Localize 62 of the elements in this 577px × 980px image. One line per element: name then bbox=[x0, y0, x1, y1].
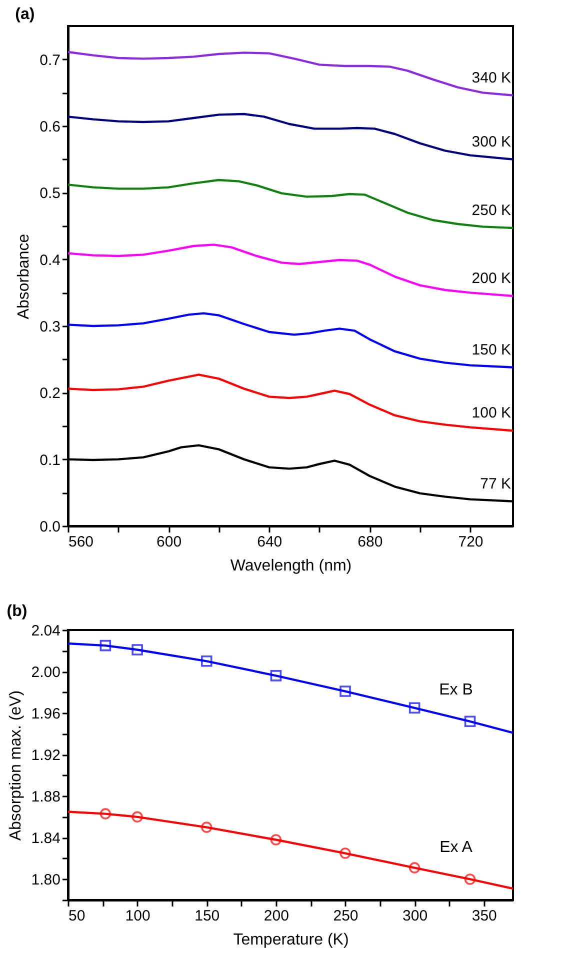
x-tick-label: 200 bbox=[264, 908, 289, 924]
chart-title: (b) bbox=[6, 603, 28, 620]
series-label: 150 K bbox=[472, 341, 511, 358]
series-label: Ex B bbox=[439, 681, 473, 698]
x-tick-label: 250 bbox=[333, 908, 358, 924]
y-tick-label: 1.80 bbox=[31, 872, 60, 889]
line-series bbox=[68, 312, 513, 368]
series-label: 100 K bbox=[472, 404, 511, 422]
y-axis-title: Absorbance bbox=[16, 234, 33, 320]
chart-title: (a) bbox=[15, 6, 35, 23]
line-series bbox=[68, 112, 513, 160]
x-tick-label: 600 bbox=[156, 534, 182, 550]
x-tick-label: 720 bbox=[458, 534, 484, 550]
point bbox=[464, 874, 476, 885]
y-tick-label: 1.88 bbox=[31, 788, 60, 806]
y-tick-label: 2.04 bbox=[31, 622, 60, 640]
x-tick-label: 150 bbox=[194, 908, 220, 924]
x-axis-title: Temperature (K) bbox=[233, 932, 349, 948]
point bbox=[132, 811, 143, 823]
point bbox=[270, 670, 282, 682]
x-tick-label: 640 bbox=[257, 534, 282, 550]
series-label: 250 K bbox=[472, 202, 511, 219]
series-label: 300 K bbox=[472, 133, 511, 150]
series-label: 200 K bbox=[472, 270, 511, 287]
y-tick-label: 0.7 bbox=[40, 52, 60, 69]
y-tick-label: 0.6 bbox=[40, 118, 60, 136]
point bbox=[200, 656, 212, 667]
point bbox=[408, 862, 420, 874]
point bbox=[408, 702, 420, 714]
y-tick-label: 1.84 bbox=[31, 830, 60, 848]
y-tick-label: 1.92 bbox=[31, 747, 60, 764]
x-tick-label: 300 bbox=[402, 908, 428, 924]
x-tick-label: 560 bbox=[68, 534, 94, 550]
y-tick-label: 0.4 bbox=[40, 252, 60, 269]
x-tick-label: 100 bbox=[125, 908, 150, 924]
x-axis-title: Wavelength (nm) bbox=[230, 558, 352, 574]
x-tick-label: 50 bbox=[68, 908, 86, 924]
line-series bbox=[68, 244, 513, 298]
point bbox=[340, 686, 351, 697]
point bbox=[100, 808, 112, 820]
series-label: 340 K bbox=[472, 69, 511, 86]
y-tick-label: 2.00 bbox=[31, 664, 60, 682]
y-tick-label: 0.5 bbox=[40, 185, 60, 202]
y-axis-title: Absorption max. (eV) bbox=[7, 690, 24, 841]
y-tick-label: 0.0 bbox=[40, 518, 60, 536]
series-label: Ex A bbox=[440, 839, 473, 856]
line-series bbox=[68, 374, 513, 432]
point bbox=[340, 848, 351, 859]
series-label: 77 K bbox=[480, 475, 511, 492]
point bbox=[270, 834, 282, 846]
x-tick-label: 680 bbox=[358, 534, 383, 550]
point bbox=[200, 822, 212, 833]
point bbox=[132, 644, 143, 656]
line-series bbox=[68, 178, 513, 230]
point bbox=[100, 640, 112, 652]
line-series bbox=[68, 50, 513, 96]
y-tick-label: 0.2 bbox=[40, 385, 60, 402]
y-tick-label: 0.1 bbox=[40, 452, 60, 469]
point bbox=[464, 716, 476, 728]
y-tick-label: 1.96 bbox=[31, 706, 60, 723]
x-tick-label: 350 bbox=[472, 908, 497, 924]
y-tick-label: 0.3 bbox=[40, 318, 60, 336]
